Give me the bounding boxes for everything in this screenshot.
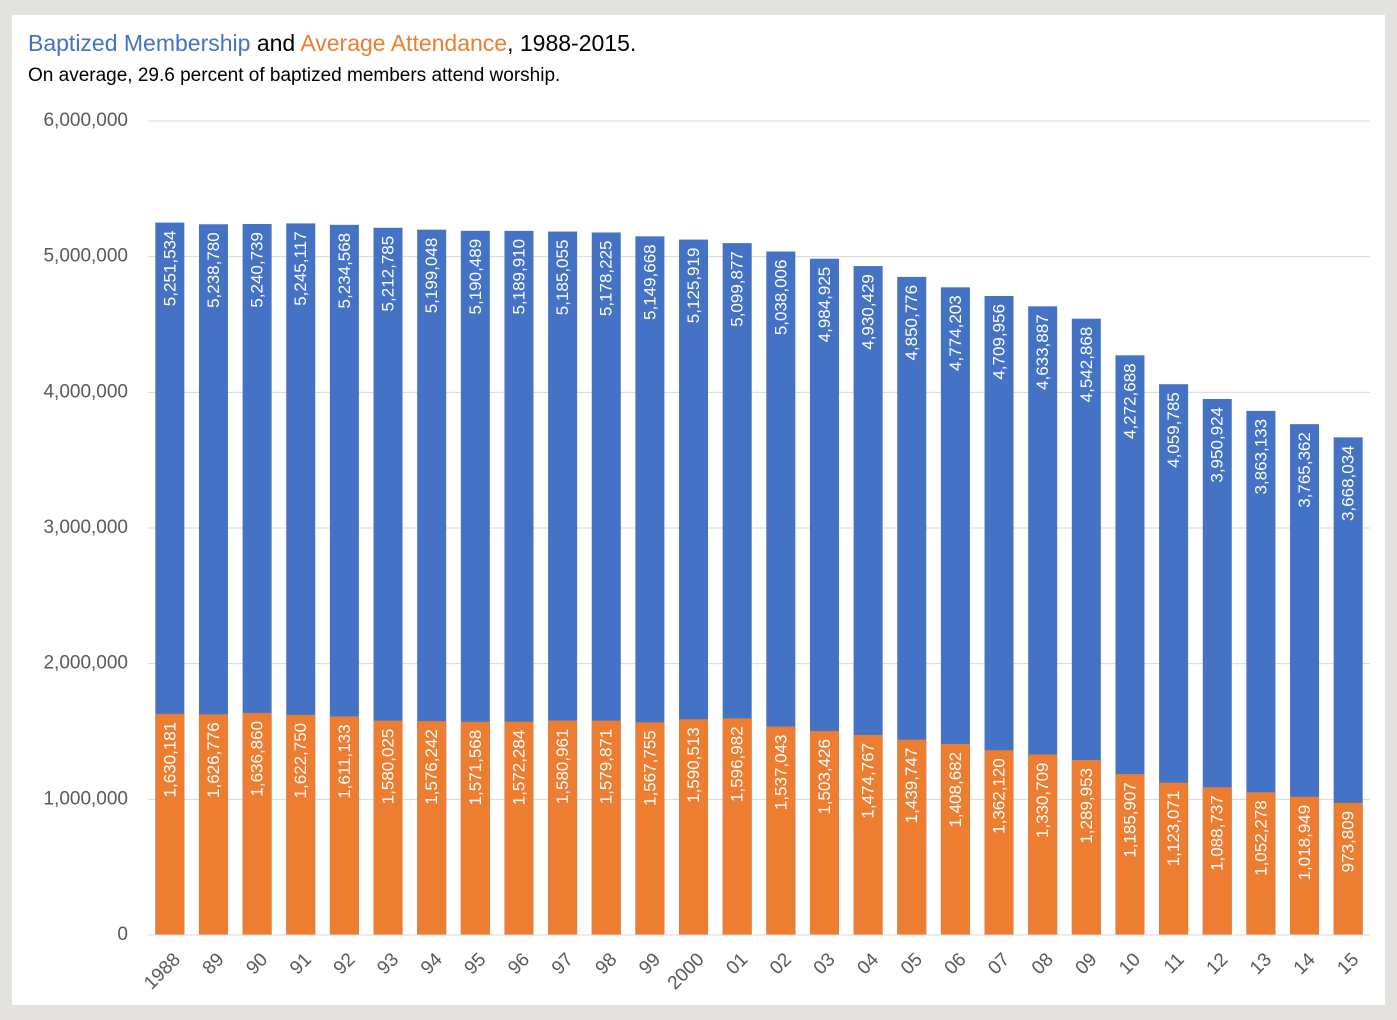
data-label: 1,580,025	[379, 729, 398, 805]
data-label: 1,018,949	[1295, 805, 1314, 881]
data-label: 1,474,767	[859, 743, 878, 819]
data-label: 5,149,668	[640, 244, 659, 320]
data-label: 1,572,284	[509, 730, 528, 806]
data-label: 3,863,133	[1251, 419, 1270, 495]
data-label: 5,190,489	[466, 239, 485, 315]
bar	[504, 721, 534, 935]
data-label: 4,930,429	[859, 274, 878, 350]
data-label: 1,622,750	[291, 723, 310, 799]
data-label: 1,362,120	[990, 758, 1009, 834]
data-label: 5,185,055	[553, 240, 572, 316]
chart-subtitle: On average, 29.6 percent of baptized mem…	[28, 65, 560, 86]
data-label: 1,537,043	[771, 734, 790, 810]
bar	[1115, 774, 1145, 935]
bar	[1290, 796, 1320, 935]
title-series-1: Baptized Membership	[28, 30, 250, 56]
data-label: 1,289,953	[1077, 768, 1096, 844]
data-label: 1,185,907	[1120, 782, 1139, 858]
bar	[635, 722, 665, 935]
data-label: 1,626,776	[204, 722, 223, 798]
data-label: 5,212,785	[379, 236, 398, 312]
data-label: 1,636,860	[248, 721, 267, 797]
data-label: 4,850,776	[902, 285, 921, 361]
data-label: 1,611,133	[335, 724, 354, 798]
y-tick-label: 1,000,000	[43, 788, 128, 809]
y-tick-label: 3,000,000	[43, 517, 128, 538]
data-label: 3,668,034	[1339, 445, 1358, 521]
data-label: 1,123,071	[1164, 791, 1183, 867]
bar	[940, 743, 970, 935]
bar	[373, 720, 403, 935]
data-label: 4,059,785	[1164, 392, 1183, 468]
data-label: 1,503,426	[815, 739, 834, 815]
bar	[853, 734, 883, 935]
data-label: 5,245,117	[291, 231, 310, 305]
data-label: 4,984,925	[815, 267, 834, 343]
data-label: 5,238,780	[204, 232, 223, 308]
bar	[198, 714, 228, 935]
data-label: 1,571,568	[466, 730, 485, 806]
y-tick-label: 4,000,000	[43, 381, 128, 402]
data-label: 4,272,688	[1120, 363, 1139, 439]
bar	[809, 731, 839, 935]
data-label: 973,809	[1339, 811, 1358, 872]
bar	[548, 720, 578, 935]
data-label: 5,125,919	[684, 248, 703, 324]
data-label: 5,189,910	[509, 239, 528, 315]
data-label: 1,579,871	[597, 729, 616, 805]
bar	[1246, 792, 1276, 935]
bar	[329, 716, 359, 935]
data-label: 1,088,737	[1208, 795, 1227, 871]
data-label: 5,199,048	[422, 238, 441, 314]
data-label: 4,709,956	[990, 304, 1009, 380]
bar	[1202, 787, 1232, 935]
y-tick-label: 6,000,000	[43, 110, 128, 131]
data-label: 4,542,868	[1077, 327, 1096, 403]
bar	[1071, 759, 1101, 935]
data-label: 1,567,755	[640, 730, 659, 806]
bar	[460, 721, 490, 935]
title-series-2: Average Attendance	[300, 30, 507, 56]
data-label: 5,234,568	[335, 233, 354, 309]
data-label: 4,774,203	[946, 295, 965, 371]
data-label: 4,633,887	[1033, 314, 1052, 390]
data-label: 1,408,682	[946, 752, 965, 828]
bar	[722, 718, 752, 935]
data-label: 5,099,877	[728, 251, 747, 327]
bar	[155, 713, 185, 935]
title-connector: and	[257, 30, 295, 56]
bar	[242, 712, 272, 935]
data-label: 1,596,982	[728, 726, 747, 802]
y-tick-label: 2,000,000	[43, 653, 128, 674]
data-label: 5,251,534	[160, 231, 179, 307]
data-label: 5,178,225	[597, 240, 616, 316]
data-label: 5,240,739	[248, 232, 267, 308]
bar	[897, 739, 927, 935]
bar	[591, 720, 621, 935]
y-tick-label: 0	[117, 924, 128, 945]
bar	[286, 714, 316, 935]
data-label: 3,950,924	[1208, 407, 1227, 483]
bar	[1159, 782, 1189, 935]
bar	[1028, 754, 1058, 935]
chart-title: Baptized Membership and Average Attendan…	[28, 30, 636, 56]
bar	[1333, 802, 1363, 935]
data-label: 1,052,278	[1251, 800, 1270, 876]
data-label: 1,439,747	[902, 748, 921, 824]
data-label: 1,630,181	[160, 722, 179, 798]
data-label: 1,330,709	[1033, 762, 1052, 838]
bar	[984, 750, 1014, 935]
data-label: 5,038,006	[771, 260, 790, 336]
data-label: 1,576,242	[422, 729, 441, 805]
bar	[417, 721, 447, 935]
y-tick-label: 5,000,000	[43, 246, 128, 267]
bar	[679, 719, 709, 935]
bar	[766, 726, 796, 935]
data-label: 3,765,362	[1295, 432, 1314, 508]
data-label: 1,580,961	[553, 729, 572, 805]
title-suffix: , 1988-2015.	[507, 30, 636, 56]
data-label: 1,590,513	[684, 727, 703, 803]
